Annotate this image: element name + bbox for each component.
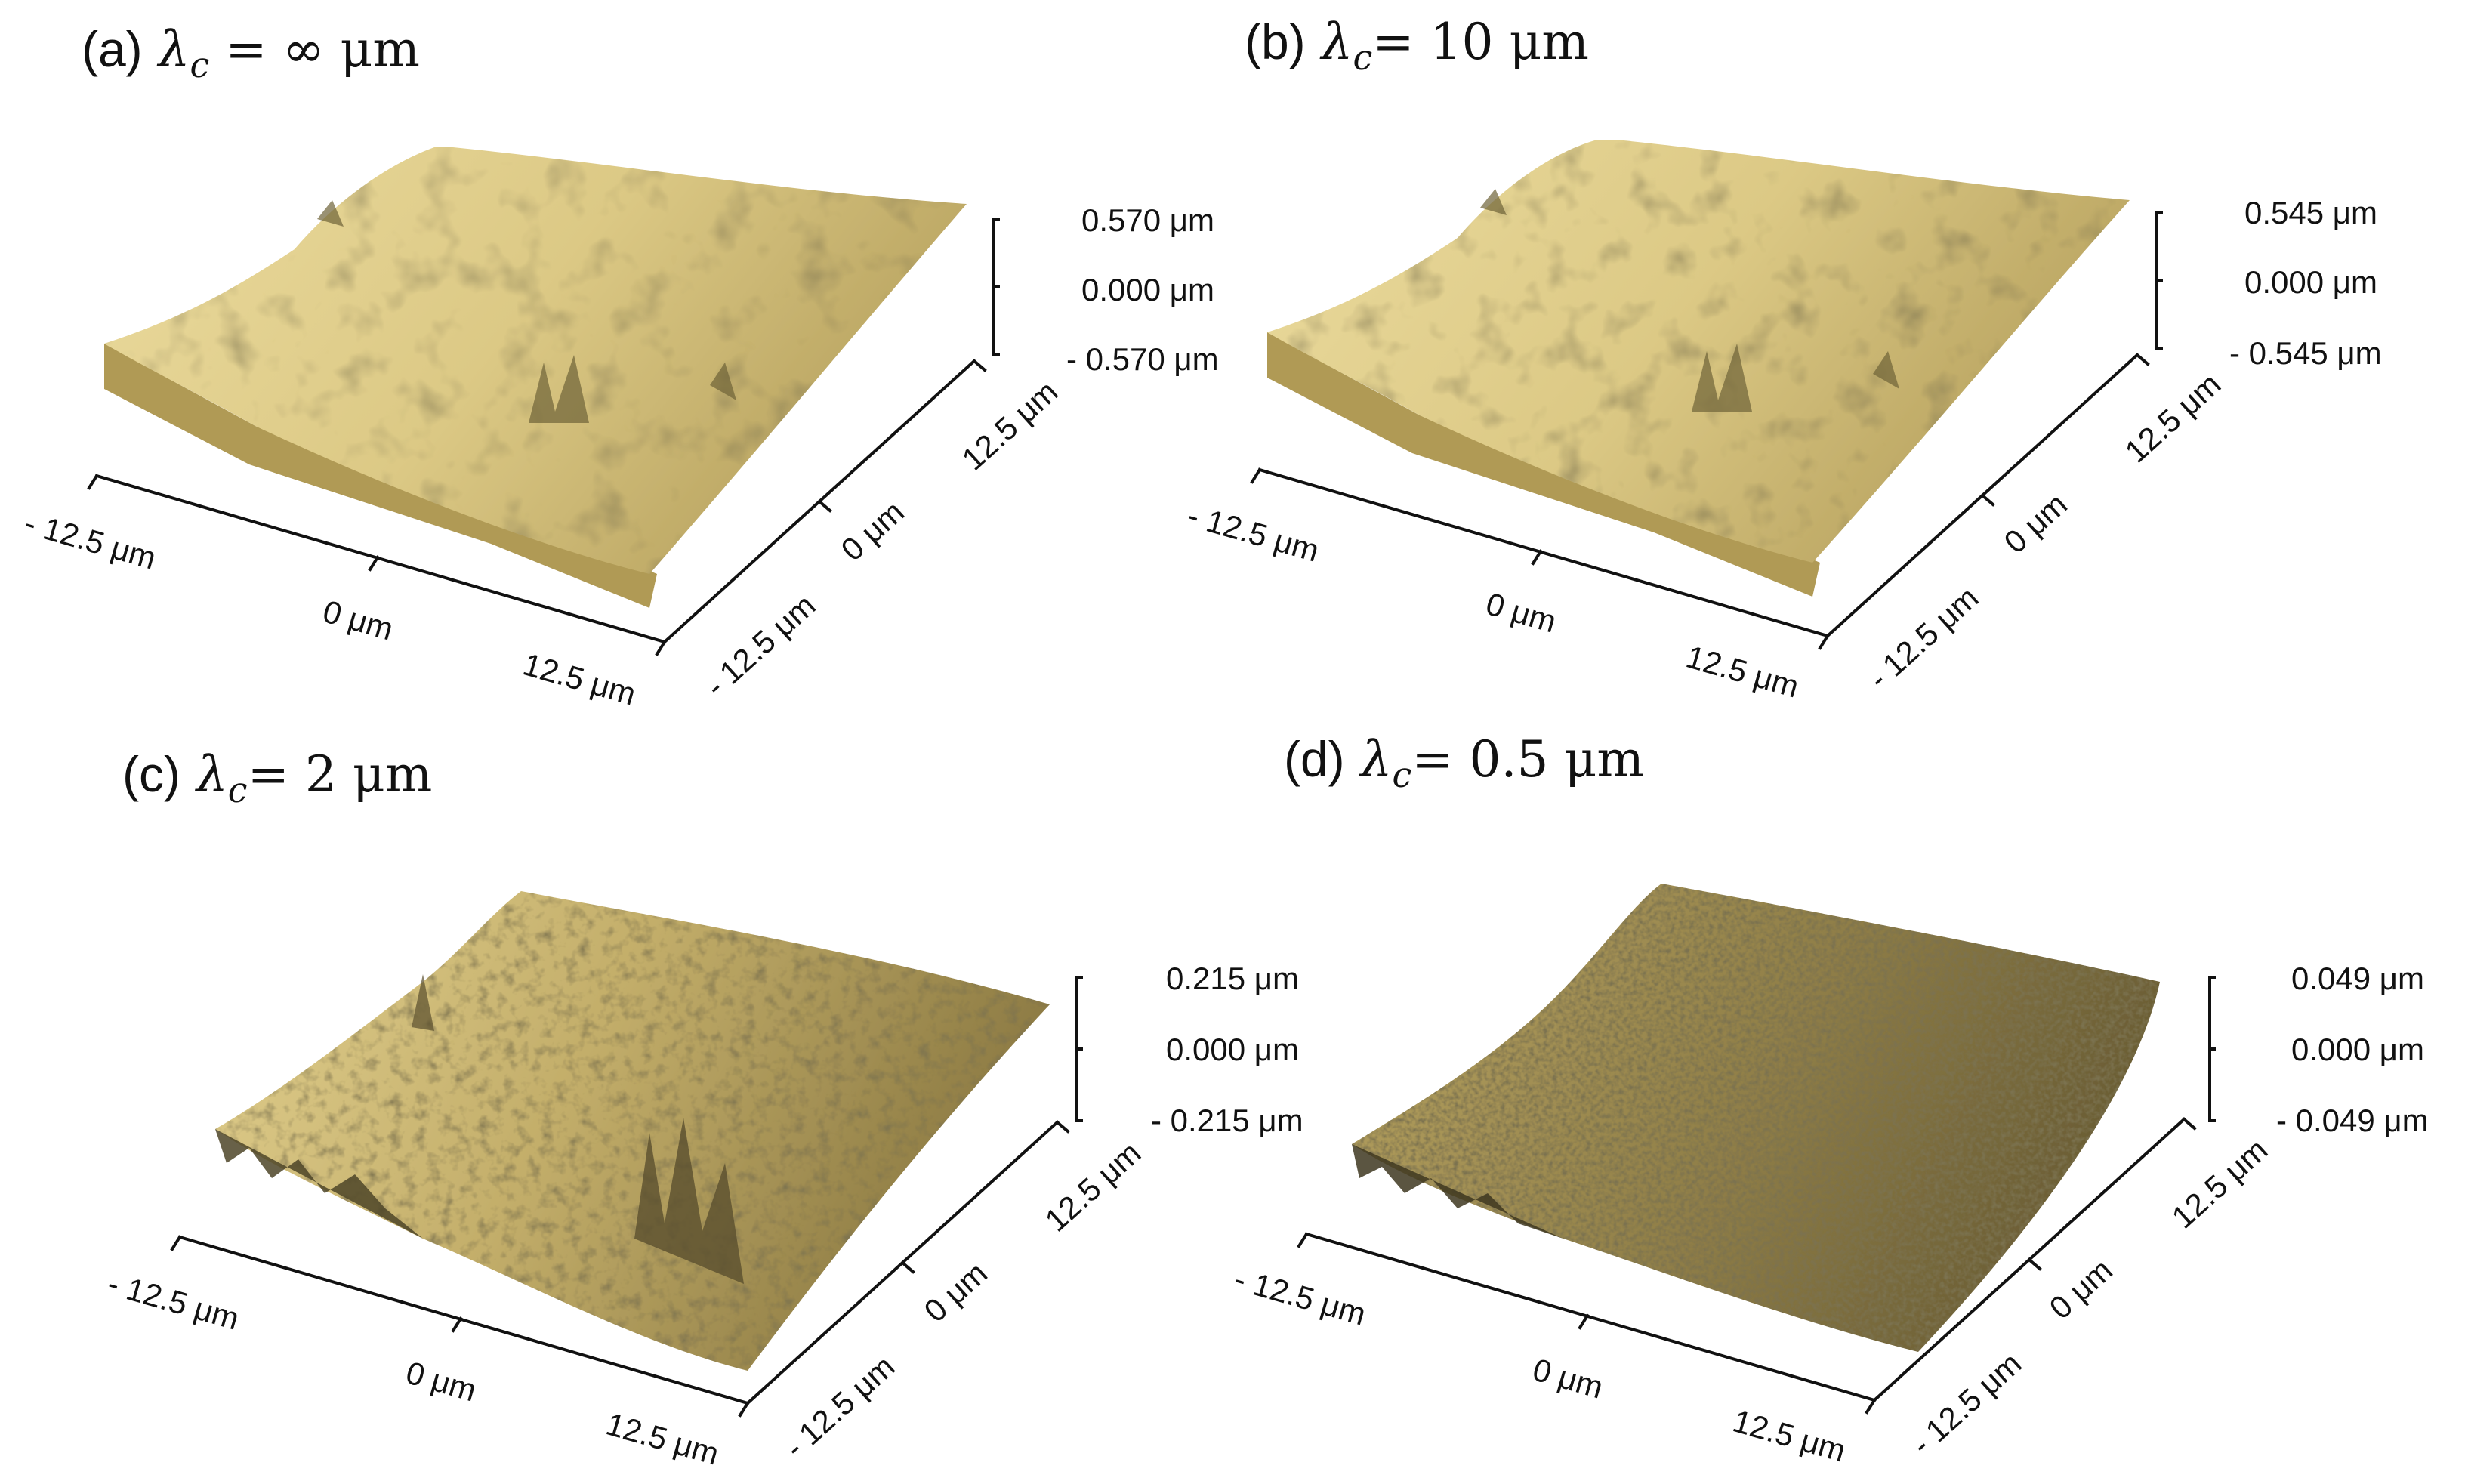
panel-a-title: (a) λc = ∞ μm	[82, 20, 420, 85]
panel-a-x-start-label: - 12.5 μm	[21, 504, 160, 575]
panel-a-z-axis	[992, 218, 1000, 356]
panel-c-surface	[215, 891, 1050, 1371]
panel-b: (b) λc= 10 μm 0.545 μm 0.000 μm - 0.545 …	[1184, 13, 2382, 705]
panel-c-x-end-label: 12.5 μm	[603, 1405, 723, 1471]
panel-c-x-mid-label: 0 μm	[403, 1354, 481, 1408]
panel-a-x-axis	[87, 474, 667, 656]
panel-b-z-mid-label: 0.000 μm	[2244, 264, 2377, 300]
panel-d-x-start-label: - 12.5 μm	[1231, 1260, 1370, 1331]
panel-c-y-end-label: 12.5 μm	[1038, 1135, 1148, 1239]
panel-d-z-bottom-label: - 0.049 μm	[2276, 1103, 2429, 1138]
panel-d-z-top-label: 0.049 μm	[2291, 961, 2424, 996]
panel-c-y-axis	[745, 1120, 1070, 1405]
panel-b-x-axis	[1250, 467, 1830, 650]
panel-b-y-mid-label: 0 μm	[1998, 486, 2074, 560]
panel-a-z-mid-label: 0.000 μm	[1081, 272, 1214, 307]
panel-b-x-start-label: - 12.5 μm	[1184, 497, 1323, 568]
panel-a-y-start-label: - 12.5 μm	[699, 587, 822, 703]
panel-a-x-mid-label: 0 μm	[319, 593, 398, 646]
panel-d-z-mid-label: 0.000 μm	[2291, 1032, 2424, 1067]
panel-b-y-axis	[1825, 353, 2150, 638]
panel-c-title: (c) λc= 2 μm	[122, 745, 432, 810]
panel-b-z-axis	[2155, 211, 2163, 350]
panel-c-x-axis	[170, 1235, 750, 1418]
panel-b-title: (b) λc= 10 μm	[1245, 13, 1589, 78]
panel-c-z-top-label: 0.215 μm	[1166, 961, 1299, 996]
panel-d-title: (d) λc= 0.5 μm	[1284, 730, 1644, 795]
panel-a-y-end-label: 12.5 μm	[955, 374, 1065, 477]
panel-d-x-mid-label: 0 μm	[1529, 1351, 1608, 1405]
panel-d-x-axis	[1297, 1232, 1877, 1415]
panel-d-surface	[1352, 884, 2160, 1352]
panel-c-y-start-label: - 12.5 μm	[778, 1348, 902, 1464]
panel-d-y-end-label: 12.5 μm	[2165, 1132, 2275, 1236]
panel-d-y-start-label: - 12.5 μm	[1905, 1345, 2028, 1461]
panel-d: (d) λc= 0.5 μm 0.049 μm 0.000 μm - 0.049…	[1231, 730, 2429, 1469]
panel-a: (a) λc = ∞ μm 0.570 μm 0.000 μm - 0.570 …	[21, 20, 1219, 712]
panel-a-x-end-label: 12.5 μm	[520, 646, 640, 711]
panel-a-z-top-label: 0.570 μm	[1081, 202, 1214, 238]
panel-a-z-bottom-label: - 0.570 μm	[1066, 341, 1219, 377]
panel-b-y-end-label: 12.5 μm	[2118, 366, 2228, 470]
panel-a-y-mid-label: 0 μm	[834, 494, 911, 568]
panel-c-x-start-label: - 12.5 μm	[104, 1265, 243, 1336]
panel-c-z-bottom-label: - 0.215 μm	[1151, 1103, 1303, 1138]
panel-c-z-mid-label: 0.000 μm	[1166, 1032, 1299, 1067]
panel-a-surface	[104, 147, 967, 608]
panel-c-y-mid-label: 0 μm	[918, 1255, 994, 1329]
panel-b-y-start-label: - 12.5 μm	[1862, 579, 1985, 696]
panel-b-z-top-label: 0.545 μm	[2244, 195, 2377, 230]
panel-b-z-bottom-label: - 0.545 μm	[2229, 335, 2382, 371]
panel-d-y-mid-label: 0 μm	[2043, 1252, 2119, 1326]
panel-b-x-end-label: 12.5 μm	[1683, 638, 1803, 704]
panel-d-z-axis	[2208, 976, 2216, 1122]
panel-d-x-end-label: 12.5 μm	[1729, 1402, 1850, 1468]
panel-a-y-axis	[662, 359, 987, 644]
panel-b-x-mid-label: 0 μm	[1482, 585, 1561, 639]
panel-c-z-axis	[1075, 976, 1083, 1122]
panel-c: (c) λc= 2 μm 0.215 μm 0.000 μm - 0.215 μ…	[104, 745, 1303, 1472]
panel-b-surface	[1267, 140, 2130, 597]
panel-d-y-axis	[1872, 1117, 2197, 1402]
